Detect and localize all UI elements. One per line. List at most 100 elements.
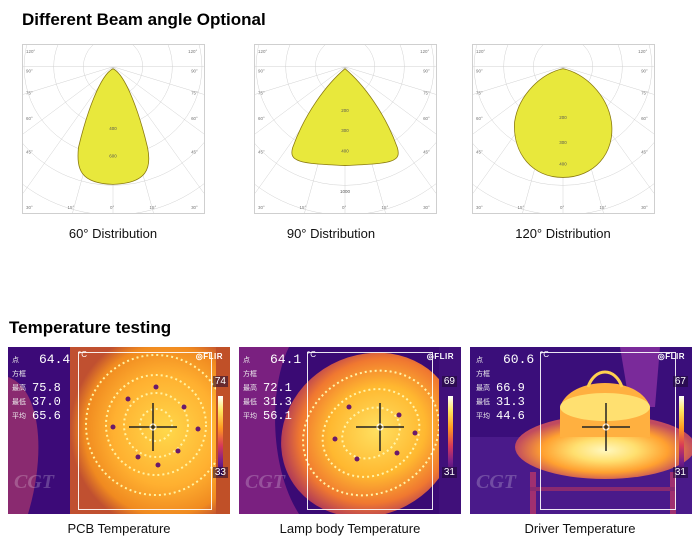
- max-value: 66.9: [496, 381, 525, 395]
- caption-driver-temperature: Driver Temperature: [524, 521, 636, 536]
- angle-label: 45°: [476, 150, 483, 155]
- avg-value: 65.6: [32, 409, 61, 423]
- angle-label: 30°: [641, 205, 648, 210]
- angle-label: 120°: [638, 49, 647, 54]
- spot-label: 点: [12, 356, 19, 365]
- angle-label: 15°: [382, 205, 389, 210]
- temp-readout: 点 60.6 方框 最高 66.9 最低 31.3 平均 44.6: [476, 352, 534, 423]
- angle-label: 60°: [476, 116, 483, 121]
- max-value: 72.1: [263, 381, 292, 395]
- min-label: 最低: [243, 399, 257, 407]
- spot-value: 60.6: [503, 352, 535, 367]
- angle-label: 75°: [191, 90, 198, 95]
- scale-high: 69: [441, 376, 457, 387]
- brand-text: FLIR: [665, 352, 685, 361]
- ring-label: 400: [559, 162, 567, 167]
- box-label: 方框: [243, 371, 257, 379]
- avg-value: 44.6: [496, 409, 525, 423]
- angle-label: 15°: [150, 205, 157, 210]
- angle-label: 90°: [258, 69, 265, 74]
- temp-readout: 点 64.1 方框 最高 72.1 最低 31.3 平均 56.1: [243, 352, 301, 423]
- angle-label: 30°: [191, 205, 198, 210]
- caption-120-distribution: 120° Distribution: [515, 226, 611, 241]
- angle-label: 90°: [641, 69, 648, 74]
- scale-low: 33: [212, 467, 228, 478]
- ring-label: 600: [109, 154, 117, 159]
- angle-label: 60°: [423, 116, 430, 121]
- beam-angle-heading: Different Beam angle Optional: [22, 10, 266, 29]
- angle-label: 90°: [191, 69, 198, 74]
- watermark: CGT: [476, 471, 516, 493]
- caption-60-distribution: 60° Distribution: [68, 226, 158, 241]
- angle-label: 0°: [342, 205, 346, 210]
- angle-label: 15°: [68, 205, 75, 210]
- thermal-image-driver: 点 60.6 方框 最高 66.9 最低 31.3 平均 44.6 °C ◎FLIR 6…: [470, 347, 692, 514]
- angle-label: 30°: [26, 205, 33, 210]
- max-value: 75.8: [32, 381, 61, 395]
- angle-label: 15°: [518, 205, 525, 210]
- polar-plot: 200 300 400 120° 120° 90° 90° 75° 75° 60…: [473, 45, 654, 213]
- angle-label: 30°: [258, 205, 265, 210]
- min-value: 37.0: [32, 395, 61, 409]
- angle-label: 90°: [423, 69, 430, 74]
- min-label: 最低: [476, 399, 490, 407]
- crosshair-icon: [356, 403, 404, 451]
- box-label: 方框: [476, 371, 490, 379]
- flir-logo: ◎FLIR: [427, 352, 454, 361]
- angle-label: 90°: [476, 69, 483, 74]
- temperature-testing-heading: Temperature testing: [9, 318, 172, 337]
- spot-value: 64.1: [270, 352, 302, 367]
- box-label: 方框: [12, 371, 26, 379]
- caption-lamp-body-temperature: Lamp body Temperature: [279, 521, 421, 536]
- angle-label: 15°: [600, 205, 607, 210]
- flir-icon: ◎: [195, 352, 204, 361]
- crosshair-icon: [582, 403, 630, 451]
- angle-label: 45°: [258, 150, 265, 155]
- caption-pcb-temperature: PCB Temperature: [67, 521, 171, 536]
- spot-label: 点: [476, 356, 483, 365]
- angle-label: 15°: [300, 205, 307, 210]
- avg-label: 平均: [12, 413, 26, 421]
- caption-90-distribution: 90° Distribution: [286, 226, 376, 241]
- thermal-photo: [239, 347, 461, 514]
- avg-label: 平均: [476, 413, 490, 421]
- max-label: 最高: [243, 385, 257, 393]
- measurement-box: [307, 352, 433, 510]
- brand-text: FLIR: [434, 352, 454, 361]
- angle-label: 60°: [641, 116, 648, 121]
- angle-label: 75°: [26, 90, 33, 95]
- min-value: 31.3: [263, 395, 292, 409]
- polar-chart-90: 200 300 400 1000 120° 120° 90° 90° 75° 7…: [254, 44, 437, 214]
- angle-label: 30°: [423, 205, 430, 210]
- avg-label: 平均: [243, 413, 257, 421]
- angle-label: 60°: [191, 116, 198, 121]
- watermark: CGT: [245, 471, 285, 493]
- angle-label: 60°: [258, 116, 265, 121]
- ring-label: 400: [109, 126, 117, 131]
- unit-label: °C: [307, 350, 316, 359]
- unit-label: °C: [540, 350, 549, 359]
- angle-label: 60°: [26, 116, 33, 121]
- max-label: 最高: [12, 385, 26, 393]
- min-label: 最低: [12, 399, 26, 407]
- flir-icon: ◎: [426, 352, 435, 361]
- brand-text: FLIR: [203, 352, 223, 361]
- angle-label: 75°: [258, 90, 265, 95]
- angle-label: 30°: [476, 205, 483, 210]
- ring-label: 1000: [340, 189, 350, 194]
- angle-label: 45°: [191, 150, 198, 155]
- angle-label: 120°: [476, 49, 485, 54]
- scale-high: 67: [672, 376, 688, 387]
- spot-label: 点: [243, 356, 250, 365]
- scale-low: 31: [441, 467, 457, 478]
- crosshair-icon: [129, 403, 177, 451]
- thermal-image-pcb: 点 64.4 方框 最高 75.8 最低 37.0 平均 65.6 °C ◎FLIR 7…: [8, 347, 230, 514]
- angle-label: 120°: [188, 49, 197, 54]
- min-value: 31.3: [496, 395, 525, 409]
- polar-plot: 200 300 400 1000 120° 120° 90° 90° 75° 7…: [255, 45, 436, 213]
- thermal-photo: [470, 347, 692, 514]
- color-scale: [679, 396, 684, 476]
- flir-icon: ◎: [657, 352, 666, 361]
- angle-label: 45°: [423, 150, 430, 155]
- beam-shape: [291, 68, 399, 166]
